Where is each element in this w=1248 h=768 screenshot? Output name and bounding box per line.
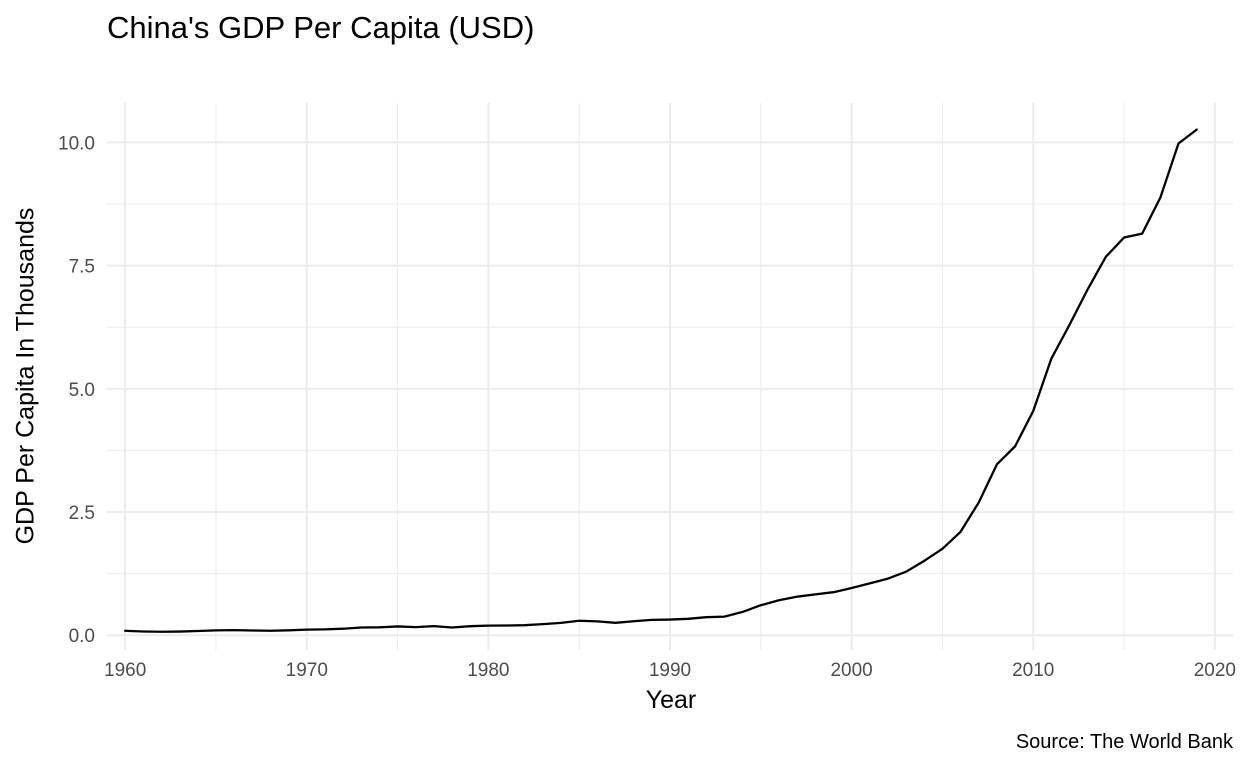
x-tick-label: 1970 <box>286 660 328 681</box>
x-axis-ticks: 1960 1970 1980 1990 2000 2010 2020 <box>104 660 1236 681</box>
major-gridlines <box>107 103 1233 650</box>
y-tick-label: 5.0 <box>69 380 95 401</box>
x-tick-label: 2020 <box>1194 660 1236 681</box>
x-tick-label: 2010 <box>1012 660 1054 681</box>
minor-gridlines <box>107 103 1233 650</box>
x-tick-label: 1980 <box>467 660 509 681</box>
x-tick-label: 2000 <box>830 660 872 681</box>
x-tick-label: 1960 <box>104 660 146 681</box>
x-tick-label: 1990 <box>649 660 691 681</box>
y-tick-label: 7.5 <box>69 257 95 278</box>
y-axis-ticks: 0.0 2.5 5.0 7.5 10.0 <box>58 133 95 647</box>
source-caption: Source: The World Bank <box>1015 731 1233 753</box>
series-layer <box>124 128 1198 633</box>
y-tick-label: 0.0 <box>69 626 95 647</box>
y-tick-label: 10.0 <box>58 133 95 154</box>
y-tick-label: 2.5 <box>69 503 95 524</box>
x-axis-label: Year <box>645 686 697 714</box>
gdp-per-capita-line <box>124 128 1198 633</box>
chart-title: China's GDP Per Capita (USD) <box>107 10 535 45</box>
